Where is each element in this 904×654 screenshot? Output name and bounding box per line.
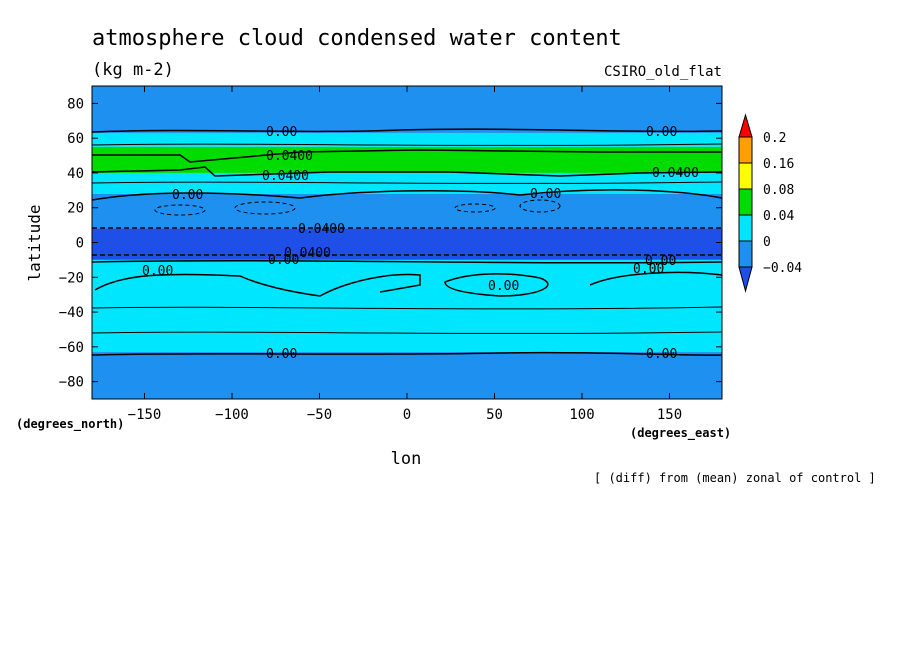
x-tick-label: −50 — [307, 407, 332, 423]
y-axis: 80 60 40 20 0 −20 −40 −60 −80 — [59, 96, 722, 391]
x-axis: −150 −100 −50 0 50 100 150 — [128, 86, 682, 423]
contour-label: 0.00 — [142, 264, 173, 279]
plot-area — [92, 86, 722, 399]
contour-line — [91, 259, 723, 264]
colorbar-swatch — [738, 113, 753, 138]
contour-line — [91, 143, 723, 146]
colorbar-swatch — [738, 188, 753, 216]
x-tick-label: 50 — [486, 407, 503, 423]
contour-line — [91, 181, 723, 184]
y-axis-units: (degrees_north) — [16, 417, 124, 432]
colorbar-swatch — [738, 214, 753, 242]
contour-line — [92, 149, 722, 163]
colorbar-label: 0.16 — [763, 157, 794, 172]
contour-line — [91, 189, 723, 201]
contour-line — [91, 351, 723, 356]
colorbar-label: 0.2 — [763, 131, 786, 146]
colorbar-label: −0.04 — [763, 261, 802, 276]
colorbar-swatch — [738, 240, 753, 268]
contour-label: 0.00 — [172, 188, 203, 203]
contour-label: 0.00 — [268, 253, 299, 268]
model-label: CSIRO_old_flat — [604, 64, 722, 80]
contour-label: 0.0400 — [652, 166, 699, 181]
contour-line — [589, 271, 723, 286]
x-axis-units: (degrees_east) — [630, 426, 731, 441]
colorbar-label: 0.08 — [763, 183, 794, 198]
footnote: [ (diff) from (mean) zonal of control ] — [594, 471, 876, 485]
x-tick-label: 0 — [403, 407, 411, 423]
contour-line — [91, 306, 723, 310]
y-tick-label: 60 — [67, 131, 84, 147]
colorbar-label: 0 — [763, 235, 771, 250]
contour-line — [94, 273, 421, 297]
contour-label: 0.00 — [646, 125, 677, 140]
y-tick-label: −60 — [59, 340, 84, 356]
contour-label: 0.0400 — [298, 222, 345, 237]
contour-line — [91, 331, 723, 334]
contour-label: 0.0400 — [266, 149, 313, 164]
x-tick-label: 150 — [657, 407, 682, 423]
contour-line — [444, 273, 549, 297]
band-fill — [92, 86, 722, 133]
contour-label: 0.00 — [646, 347, 677, 362]
y-axis-label: latitude — [25, 204, 44, 281]
y-tick-label: 20 — [67, 201, 84, 217]
band-fill — [92, 352, 722, 399]
chart-title: atmosphere cloud condensed water content — [92, 26, 622, 51]
contour-line — [234, 201, 296, 215]
contour-label: 0.0400 — [262, 169, 309, 184]
x-axis-label: lon — [391, 449, 422, 469]
contour-label: 0.00 — [266, 347, 297, 362]
contour-line — [454, 203, 496, 213]
contour-line — [91, 166, 723, 177]
contour-labels: 0.00 0.0400 0.0400 0.00 0.00 0.0400 0.00… — [142, 125, 699, 362]
colorbar-swatch — [738, 162, 753, 190]
band-fill — [92, 193, 722, 229]
contour-label: 0.0400 — [284, 246, 331, 261]
colorbar-label: 0.04 — [763, 209, 794, 224]
contour-label: 0.00 — [266, 125, 297, 140]
y-tick-label: −80 — [59, 375, 84, 391]
x-tick-label: −100 — [215, 407, 249, 423]
contour-label: 0.00 — [633, 262, 664, 277]
y-tick-label: 0 — [76, 236, 84, 252]
chart-units: (kg m-2) — [92, 60, 174, 80]
x-tick-label: −150 — [128, 407, 162, 423]
contour-line — [91, 128, 723, 133]
contour-label: 0.00 — [645, 254, 676, 269]
contour-label: 0.00 — [530, 187, 561, 202]
y-tick-label: 40 — [67, 166, 84, 182]
colorbar-swatch — [738, 136, 753, 164]
y-tick-label: 80 — [67, 96, 84, 112]
colorbar: 0.2 0.16 0.08 0.04 0 −0.04 — [738, 113, 802, 293]
contour-line — [154, 204, 206, 216]
contour-lines — [91, 128, 723, 356]
colorbar-swatch — [738, 266, 753, 293]
contour-line — [519, 199, 561, 213]
y-tick-label: −40 — [59, 305, 84, 321]
contour-label: 0.00 — [488, 279, 519, 294]
x-tick-label: 100 — [569, 407, 594, 423]
band-fill — [92, 132, 722, 147]
y-tick-label: −20 — [59, 270, 84, 286]
